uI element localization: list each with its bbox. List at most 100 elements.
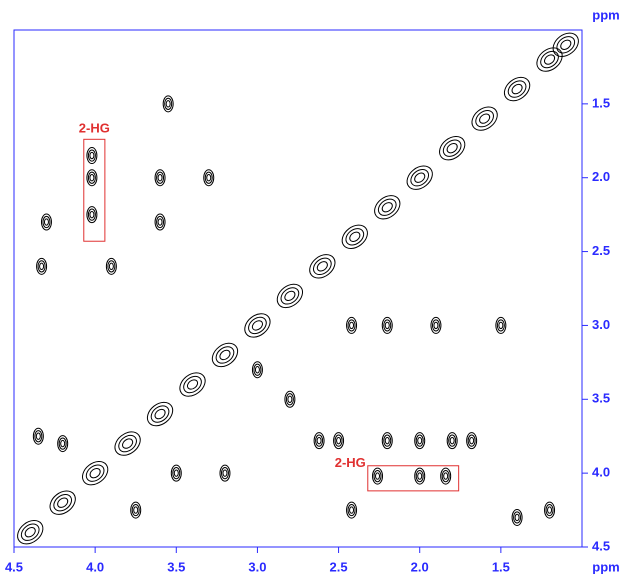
annotation-box <box>368 466 459 491</box>
peak <box>220 465 230 481</box>
contour-ring <box>245 314 269 337</box>
y-tick-label: 1.5 <box>592 95 610 110</box>
contour-ring <box>317 437 321 443</box>
peak <box>435 132 469 165</box>
contour-ring <box>450 437 454 443</box>
contour-ring <box>134 507 138 513</box>
peak <box>37 258 47 274</box>
contour-ring <box>444 473 448 479</box>
contour-ring <box>213 343 237 366</box>
contour-ring <box>148 403 172 426</box>
peak <box>252 362 262 378</box>
peak <box>467 102 501 135</box>
contour-ring <box>143 398 177 431</box>
contour-ring <box>208 338 242 371</box>
contour-ring <box>175 368 209 401</box>
peak <box>338 220 372 253</box>
peak <box>373 468 383 484</box>
contour-ring <box>310 255 334 278</box>
peak <box>447 433 457 449</box>
contour-ring <box>500 73 534 106</box>
y-tick-label: 2.5 <box>592 243 610 258</box>
contour-ring <box>78 457 112 490</box>
contour-ring <box>109 263 113 269</box>
peak <box>78 457 112 490</box>
contour-ring <box>467 102 501 135</box>
contour-ring <box>273 279 307 312</box>
peak <box>347 502 357 518</box>
peak <box>403 161 437 194</box>
contour-ring <box>338 220 372 253</box>
y-tick-label: 4.0 <box>592 465 610 480</box>
y-tick-label: 3.5 <box>592 391 610 406</box>
peak <box>382 433 392 449</box>
contour-ring <box>548 507 552 513</box>
contour-ring <box>45 486 79 519</box>
peak <box>41 214 51 230</box>
peak <box>512 509 522 525</box>
contour-ring <box>370 191 404 224</box>
peak <box>415 468 425 484</box>
peak <box>204 170 214 186</box>
peak <box>87 170 97 186</box>
peak <box>382 317 392 333</box>
peak <box>175 368 209 401</box>
peak <box>334 433 344 449</box>
contour-ring <box>158 175 162 181</box>
peak <box>347 317 357 333</box>
y-axis-label: ppm <box>592 7 619 22</box>
contour-ring <box>470 437 474 443</box>
peak <box>273 279 307 312</box>
contour-ring <box>90 175 94 181</box>
x-tick-label: 2.0 <box>411 559 429 574</box>
contour-ring <box>13 516 47 549</box>
peak <box>500 73 534 106</box>
peak <box>87 207 97 223</box>
spectrum: ppm ppm 4.54.03.53.02.52.01.51.52.02.53.… <box>0 0 627 577</box>
peak <box>155 170 165 186</box>
peak <box>143 398 177 431</box>
contour-ring <box>499 322 503 328</box>
peak <box>33 428 43 444</box>
contour-ring <box>375 196 399 219</box>
peak <box>87 148 97 164</box>
contour-ring <box>418 437 422 443</box>
contour-ring <box>440 137 464 160</box>
peak <box>431 317 441 333</box>
x-tick-label: 3.0 <box>248 559 266 574</box>
annotation-label: 2-HG <box>335 455 366 470</box>
peak <box>58 436 68 452</box>
contour-ring <box>288 396 292 402</box>
x-tick-label: 4.5 <box>5 559 23 574</box>
contour-ring <box>90 152 94 158</box>
contour-ring <box>343 225 367 248</box>
peak <box>171 465 181 481</box>
peak <box>545 502 555 518</box>
contour-ring <box>505 78 529 101</box>
x-tick-label: 4.0 <box>86 559 104 574</box>
contour-ring <box>515 514 519 520</box>
contour-ring <box>305 250 339 283</box>
peak <box>285 391 295 407</box>
contour-ring <box>350 507 354 513</box>
x-axis-label: ppm <box>592 559 619 574</box>
peak <box>415 433 425 449</box>
contour-ring <box>278 284 302 307</box>
peak <box>496 317 506 333</box>
contour-ring <box>385 437 389 443</box>
contour-ring <box>435 132 469 165</box>
contour-ring <box>434 322 438 328</box>
peak <box>13 516 47 549</box>
peak <box>305 250 339 283</box>
contour-ring <box>110 427 144 460</box>
peak <box>208 338 242 371</box>
peak <box>155 214 165 230</box>
annotation-label: 2-HG <box>79 121 110 136</box>
contour-ring <box>408 166 432 189</box>
peak <box>110 427 144 460</box>
peak <box>240 309 274 342</box>
peak <box>106 258 116 274</box>
contour-ring <box>83 462 107 485</box>
contour-ring <box>180 373 204 396</box>
contour-ring <box>240 309 274 342</box>
